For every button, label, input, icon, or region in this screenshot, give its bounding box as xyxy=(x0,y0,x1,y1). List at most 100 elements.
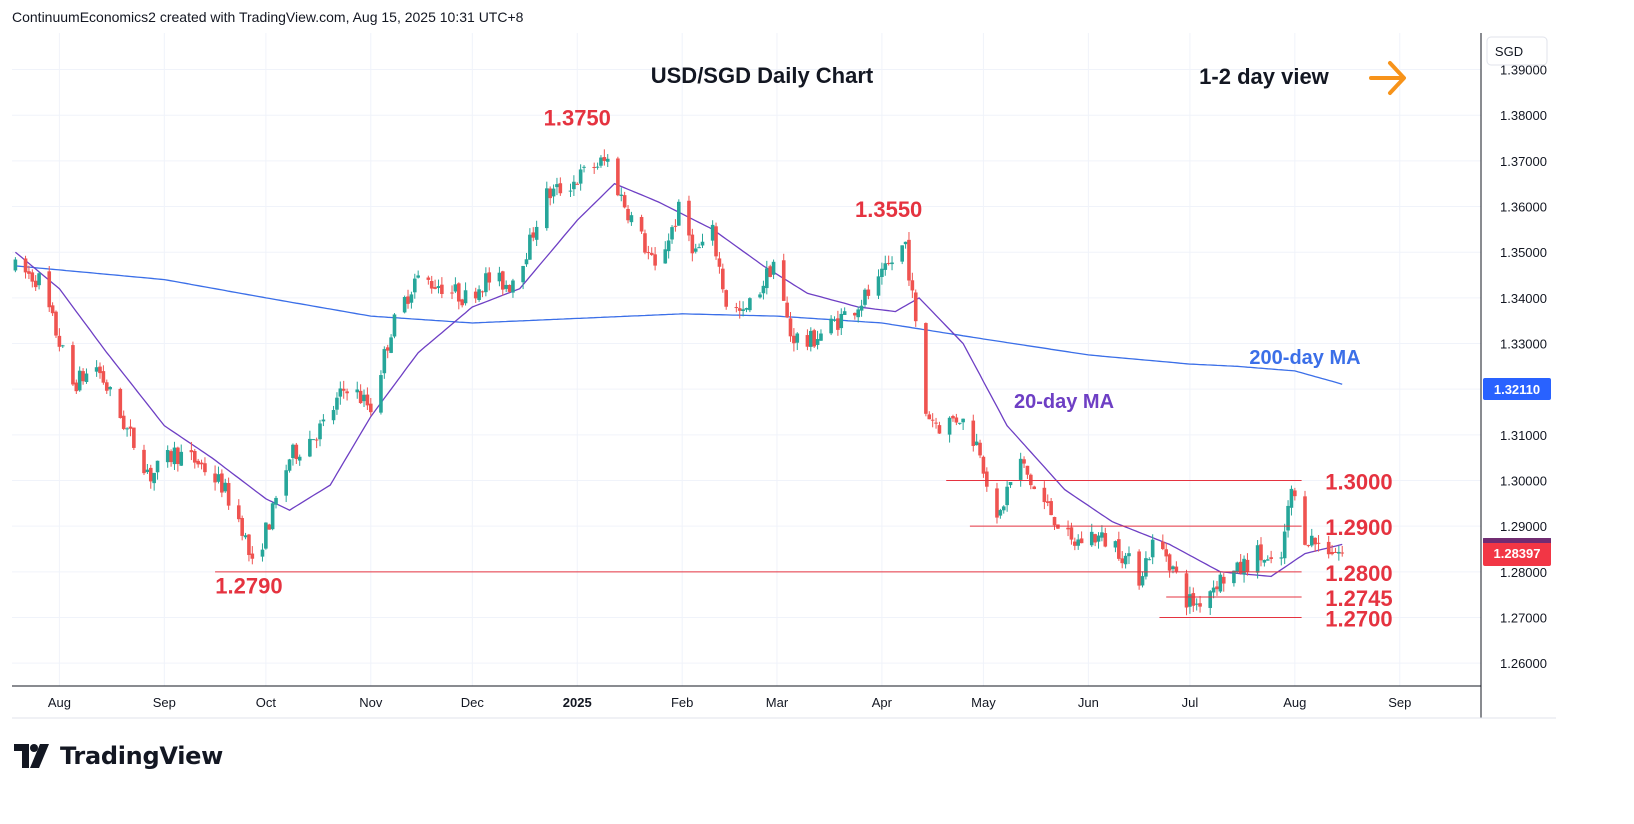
candle xyxy=(294,442,299,465)
candle xyxy=(1184,569,1189,616)
candle xyxy=(1330,544,1334,556)
candle xyxy=(961,418,965,431)
candle xyxy=(639,214,644,234)
candle-body xyxy=(57,335,62,347)
candle xyxy=(582,165,586,173)
candle-body xyxy=(761,285,766,294)
candle xyxy=(900,245,905,265)
candle xyxy=(1232,570,1236,587)
candle xyxy=(765,260,769,295)
candle xyxy=(1076,534,1081,550)
candle xyxy=(1008,481,1013,488)
candle xyxy=(30,269,35,288)
candle xyxy=(1262,559,1267,567)
candle xyxy=(1029,473,1033,490)
tradingview-logo[interactable]: TradingView xyxy=(14,742,223,770)
candle-body xyxy=(765,268,769,289)
candle xyxy=(511,278,515,298)
candle xyxy=(172,441,177,470)
ma-20-label: 20-day MA xyxy=(1014,391,1114,413)
candle xyxy=(758,292,762,299)
candle xyxy=(497,266,502,287)
candle-body xyxy=(392,314,397,337)
candle xyxy=(1303,490,1307,546)
candle xyxy=(947,416,952,443)
candle-body xyxy=(643,233,647,253)
y-tick-label: 1.35000 xyxy=(1500,245,1547,260)
candle-body xyxy=(714,226,718,257)
x-tick-label: Oct xyxy=(256,695,277,710)
candle xyxy=(145,463,150,474)
candle-body xyxy=(1245,559,1250,573)
candle xyxy=(331,405,336,425)
candle xyxy=(389,334,393,354)
candle xyxy=(788,312,793,342)
candle xyxy=(1096,532,1101,549)
candle xyxy=(270,501,275,531)
candle xyxy=(1049,498,1053,516)
candle-body xyxy=(507,284,512,292)
candle xyxy=(886,255,891,266)
candle xyxy=(629,211,634,226)
candle xyxy=(433,279,437,290)
candle xyxy=(1113,540,1118,553)
candle xyxy=(297,454,302,466)
candle-body xyxy=(866,289,871,296)
candle xyxy=(155,460,160,480)
candle-body xyxy=(145,469,150,473)
candle xyxy=(653,247,657,271)
candle-body xyxy=(379,375,383,413)
candlestick-series xyxy=(13,149,1345,616)
currency-button[interactable]: SGD xyxy=(1486,36,1548,66)
candle xyxy=(1289,485,1294,516)
candle-body xyxy=(721,268,725,290)
candle-body xyxy=(829,318,833,334)
candle-body xyxy=(1184,573,1189,608)
x-tick-label: Nov xyxy=(359,695,383,710)
candle xyxy=(165,445,170,468)
candle-body xyxy=(788,318,793,337)
candle-body xyxy=(196,460,200,465)
candle-body xyxy=(951,416,955,419)
candle-body xyxy=(385,347,390,351)
candle-body xyxy=(1340,552,1345,554)
last-price-badge: 1.28397 xyxy=(1483,538,1551,566)
candle xyxy=(1293,487,1297,501)
candle xyxy=(142,444,146,476)
candle xyxy=(355,381,360,399)
candle xyxy=(308,430,312,458)
candle xyxy=(842,307,847,315)
candle xyxy=(1198,595,1202,613)
candle xyxy=(913,289,918,327)
candle xyxy=(528,228,532,260)
candle-body xyxy=(1113,541,1118,548)
candle-body xyxy=(1018,458,1023,480)
candle xyxy=(531,227,536,242)
candle xyxy=(524,252,529,267)
candle xyxy=(1089,523,1094,547)
candle xyxy=(23,255,28,279)
candle-body xyxy=(291,444,295,458)
candle xyxy=(1042,481,1047,510)
candle-body xyxy=(37,273,41,286)
candle xyxy=(951,414,955,422)
candle xyxy=(595,162,600,170)
candle-body xyxy=(77,370,82,391)
candle-body xyxy=(995,488,999,518)
candle-body xyxy=(1089,531,1094,546)
candle xyxy=(382,346,387,379)
candle xyxy=(1286,500,1290,538)
candle xyxy=(203,457,207,476)
candle-body xyxy=(189,450,194,453)
candle xyxy=(697,243,701,249)
candle-body xyxy=(284,470,288,496)
candle-body xyxy=(998,510,1003,516)
candle xyxy=(1194,598,1199,611)
candle-body xyxy=(1001,506,1006,511)
candle xyxy=(199,459,204,470)
candle xyxy=(392,313,397,339)
candle-body xyxy=(84,373,89,382)
candle xyxy=(240,515,244,541)
candle xyxy=(27,265,31,280)
